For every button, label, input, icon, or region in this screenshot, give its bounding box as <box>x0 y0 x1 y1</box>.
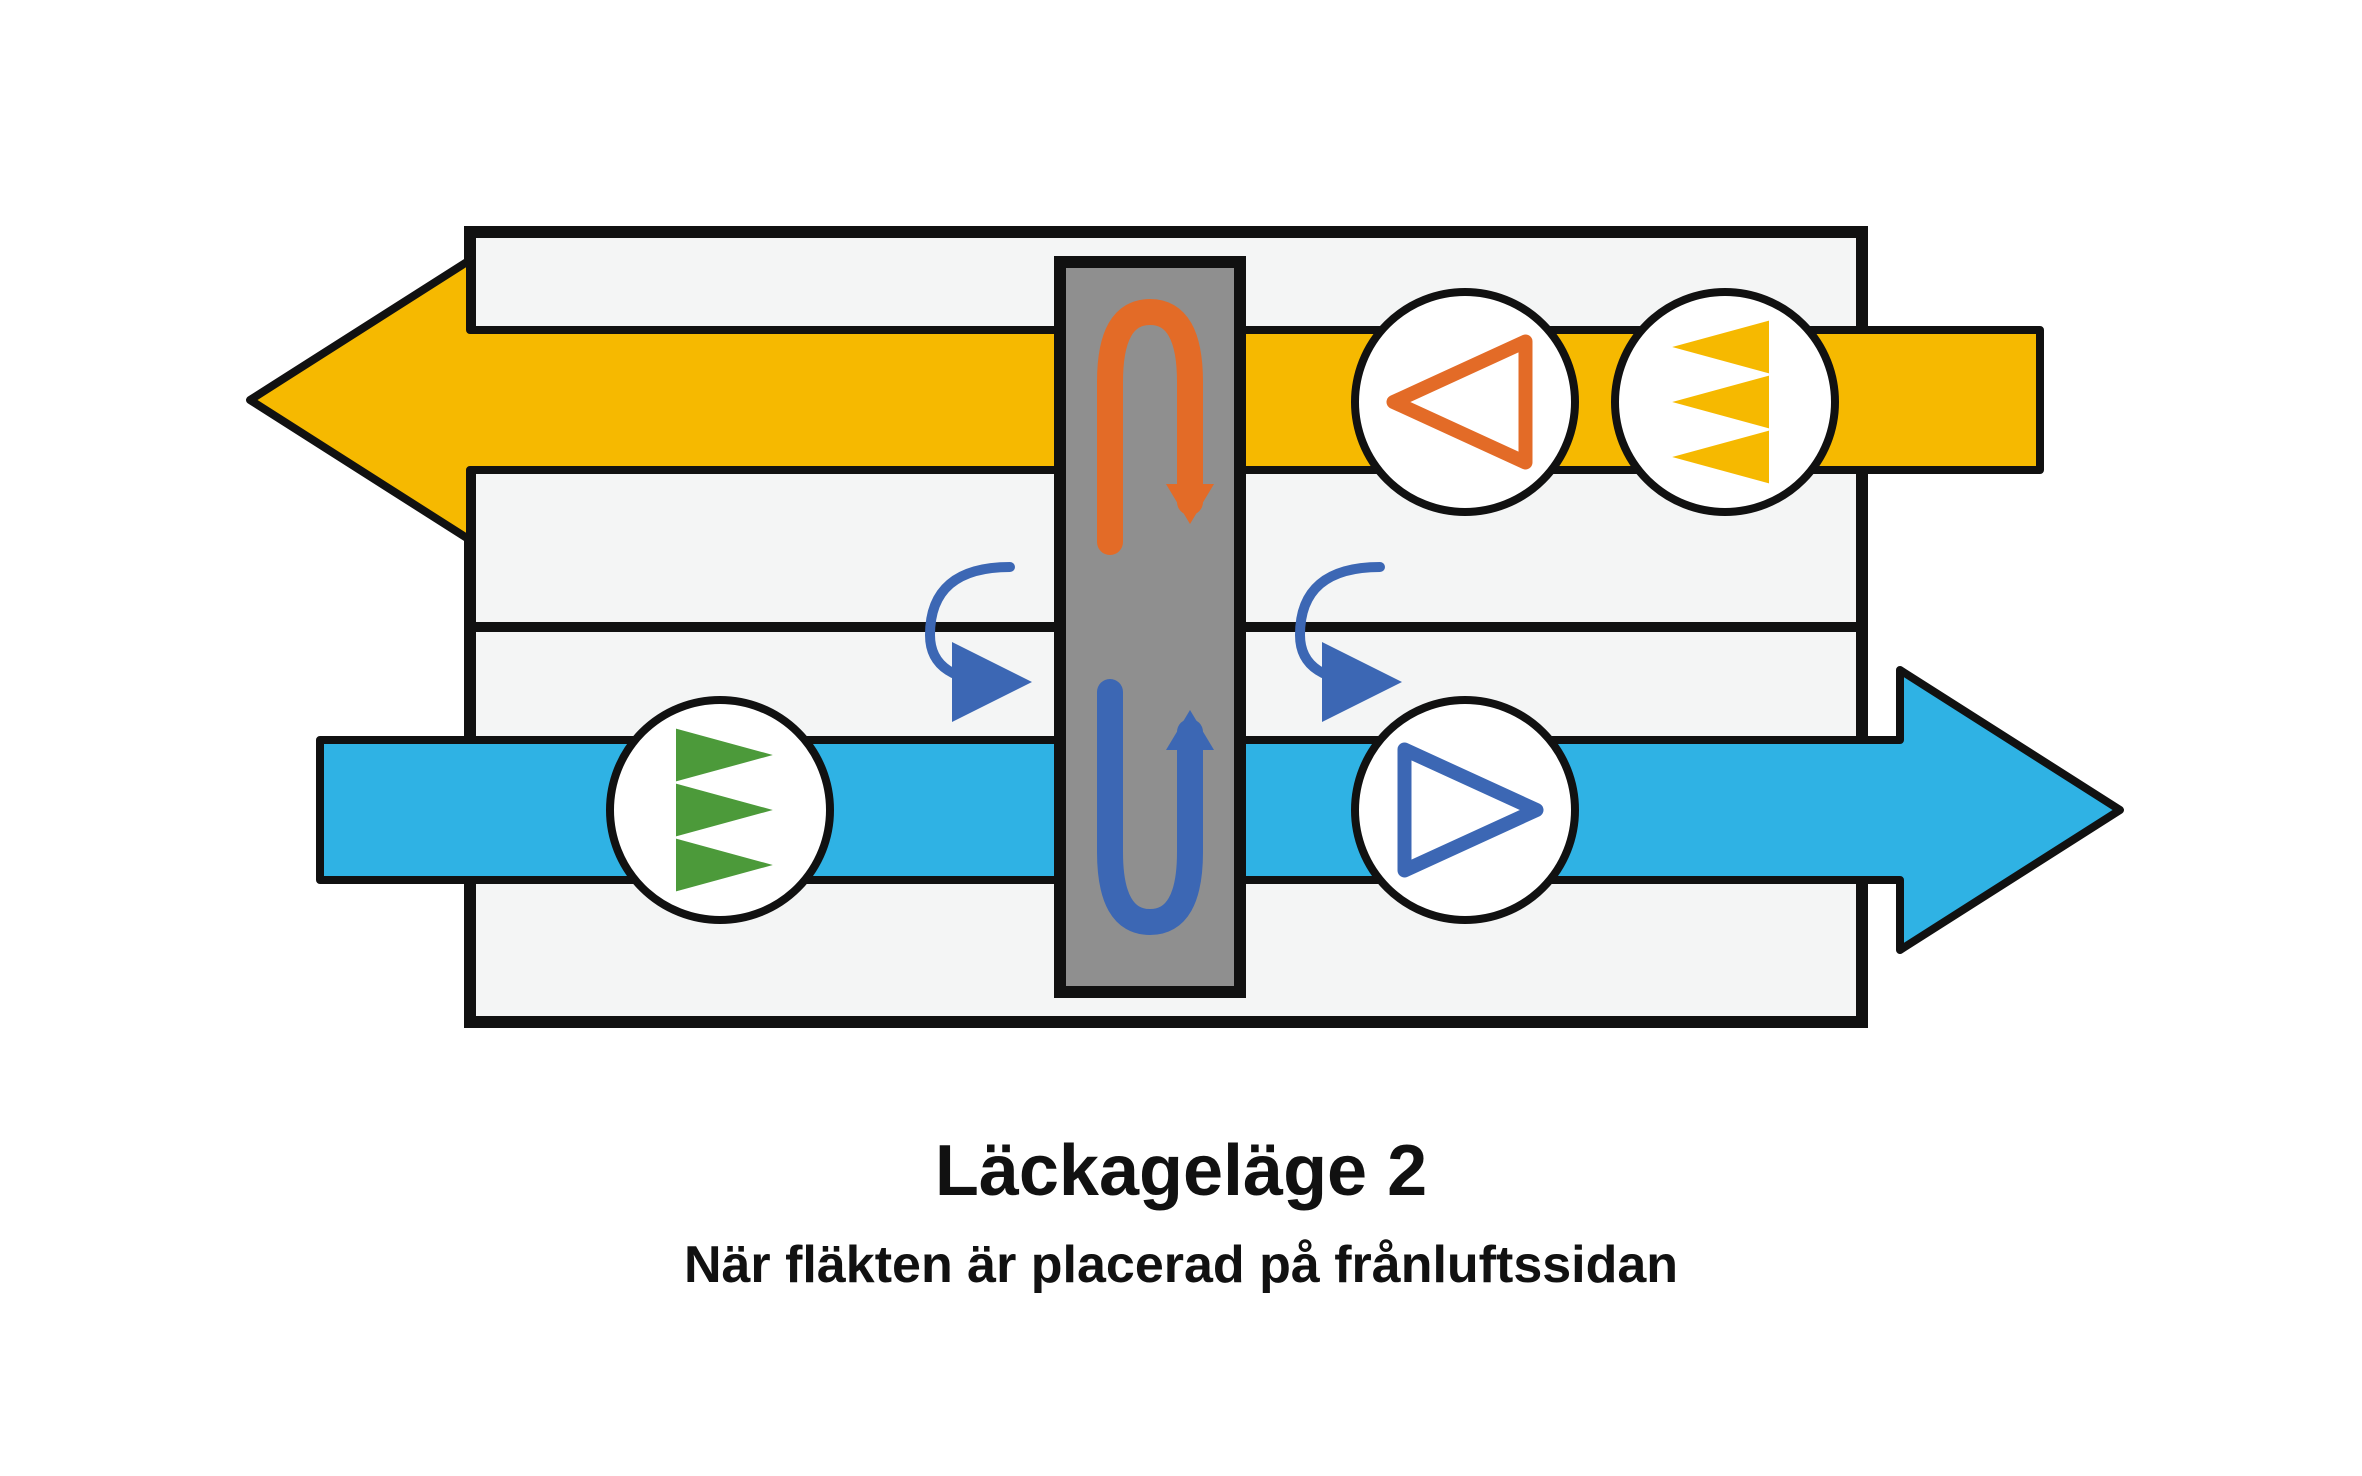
filter-bottom-icon <box>610 700 830 920</box>
subtitle: När fläkten är placerad på frånluftssida… <box>0 1235 2362 1295</box>
heat-exchanger <box>1060 262 1240 992</box>
canvas: Läckageläge 2 När fläkten är placerad på… <box>0 0 2362 1476</box>
diagram <box>0 0 2362 1100</box>
title: Läckageläge 2 <box>0 1130 2362 1212</box>
fan-top-icon <box>1355 292 1575 512</box>
filter-top-icon <box>1615 292 1835 512</box>
fan-bottom-icon <box>1355 700 1575 920</box>
